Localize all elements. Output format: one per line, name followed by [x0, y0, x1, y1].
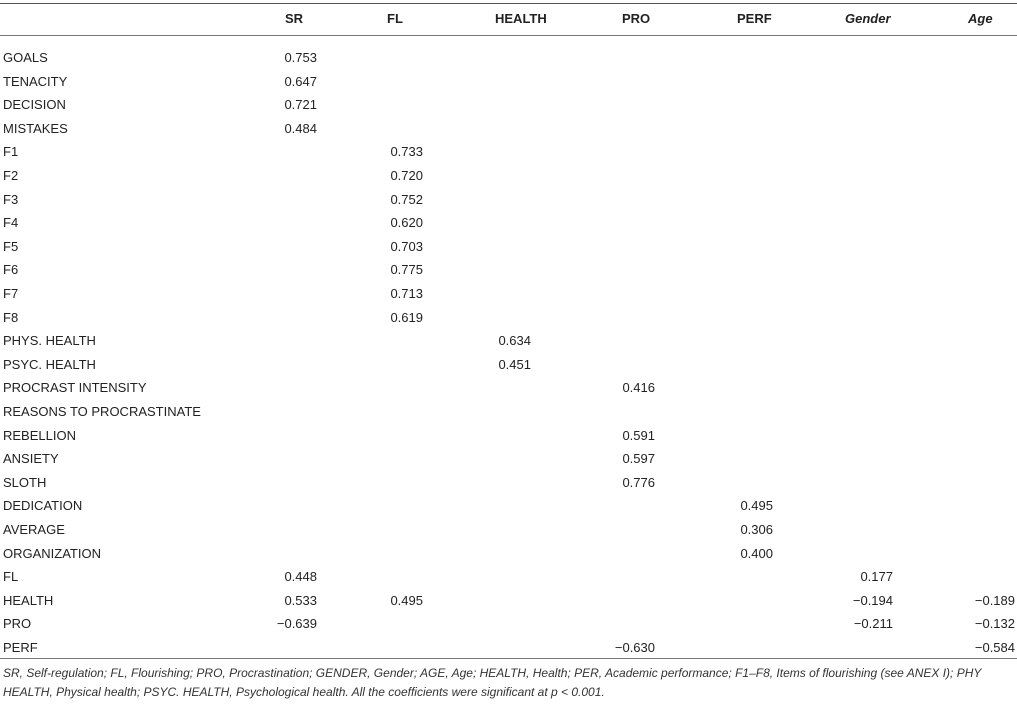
row-label: AVERAGE: [3, 522, 65, 537]
row-label: SLOTH: [3, 474, 47, 490]
header-fl: FL: [387, 11, 403, 26]
row-label: ORGANIZATION: [3, 545, 101, 561]
table-row: HEALTH 0.533 0.495 −0.194 −0.189: [0, 589, 1017, 613]
cell-gender: −0.211: [853, 616, 893, 632]
row-label: F5: [3, 238, 19, 254]
table-row: FL 0.448 0.177: [0, 565, 1017, 589]
row-label: PRO: [3, 616, 32, 632]
table-row: DECISION 0.721: [0, 93, 1017, 117]
row-label: ANSIETY: [3, 451, 59, 467]
cell-pro: −0.630: [614, 640, 655, 655]
row-label: TENACITY: [3, 73, 68, 89]
cell-fl: 0.713: [390, 286, 423, 301]
row-label: REASONS TO PROCRASTINATE: [3, 404, 201, 419]
table-row: F1 0.733: [0, 140, 1017, 164]
row-label: DEDICATION: [3, 498, 83, 514]
cell-sr: 0.647: [284, 73, 317, 89]
row-label: PERF: [3, 640, 38, 655]
cell-perf: 0.400: [740, 545, 773, 561]
header-rule: [0, 35, 1017, 36]
header-pro: PRO: [622, 11, 651, 26]
row-label: F6: [3, 262, 19, 278]
table-bottom-rule: [0, 658, 1017, 659]
header-age: Age: [968, 11, 993, 26]
row-label: F8: [3, 309, 19, 325]
header-sr: SR: [285, 11, 304, 26]
row-label: PROCRAST INTENSITY: [3, 380, 147, 396]
row-label: GOALS: [3, 50, 48, 65]
cell-fl: 0.752: [390, 191, 423, 207]
table-row: PERF −0.630 −0.584: [0, 636, 1017, 660]
row-label: F3: [3, 191, 19, 207]
cell-age: −0.584: [974, 640, 1015, 655]
cell-sr: 0.721: [284, 97, 317, 113]
table-row: ORGANIZATION 0.400: [0, 542, 1017, 566]
cell-fl: 0.733: [390, 144, 423, 160]
cell-fl: 0.495: [390, 592, 423, 608]
cell-fl: 0.775: [390, 262, 423, 278]
cell-age: −0.132: [974, 616, 1015, 632]
table-row: ANSIETY 0.597: [0, 447, 1017, 471]
cell-sr: 0.448: [284, 569, 317, 585]
row-label: REBELLION: [3, 427, 76, 443]
cell-pro: 0.776: [622, 474, 655, 490]
cell-fl: 0.620: [390, 215, 423, 231]
header-health: HEALTH: [495, 11, 547, 26]
table-row: MISTAKES 0.484: [0, 117, 1017, 141]
cell-sr: −0.639: [276, 616, 317, 632]
cell-fl: 0.703: [390, 238, 423, 254]
cell-pro: 0.416: [622, 380, 655, 396]
cell-age: −0.189: [974, 592, 1015, 608]
table-row: GOALS 0.753: [0, 46, 1017, 70]
header-perf: PERF: [737, 11, 772, 26]
row-label: DECISION: [3, 97, 66, 113]
cell-sr: 0.484: [284, 120, 317, 136]
row-label: PHYS. HEALTH: [3, 333, 96, 349]
cell-pro: 0.591: [622, 427, 655, 443]
table-row: F8 0.619: [0, 306, 1017, 330]
table-row: AVERAGE 0.306: [0, 518, 1017, 542]
table-row: PSYC. HEALTH 0.451: [0, 353, 1017, 377]
cell-sr: 0.533: [284, 592, 317, 608]
cell-sr: 0.753: [284, 50, 317, 65]
table-row: F2 0.720: [0, 164, 1017, 188]
cell-gender: 0.177: [860, 569, 893, 585]
header-gender: Gender: [845, 11, 891, 26]
table-row: PROCRAST INTENSITY 0.416: [0, 376, 1017, 400]
table-row: F5 0.703: [0, 235, 1017, 259]
row-label: HEALTH: [3, 592, 54, 608]
table-row: DEDICATION 0.495: [0, 494, 1017, 518]
table-row: REASONS TO PROCRASTINATE: [0, 400, 1017, 424]
table-row: TENACITY 0.647: [0, 70, 1017, 94]
row-label: F4: [3, 215, 19, 231]
row-label: FL: [3, 569, 19, 585]
cell-fl: 0.619: [390, 309, 423, 325]
table-footnote: SR, Self-regulation; FL, Flourishing; PR…: [3, 666, 982, 699]
table-row: F3 0.752: [0, 188, 1017, 212]
cell-perf: 0.306: [740, 522, 773, 537]
table-row: F7 0.713: [0, 282, 1017, 306]
cell-health: 0.634: [498, 333, 531, 349]
table-row: F4 0.620: [0, 211, 1017, 235]
cell-pro: 0.597: [622, 451, 655, 467]
row-label: PSYC. HEALTH: [3, 356, 96, 372]
table-top-rule: [0, 3, 1017, 4]
table-row: SLOTH 0.776: [0, 471, 1017, 495]
row-label: F2: [3, 168, 19, 183]
cell-fl: 0.720: [390, 168, 423, 183]
table-row: PHYS. HEALTH 0.634: [0, 329, 1017, 353]
cell-gender: −0.194: [852, 592, 893, 608]
table-row: F6 0.775: [0, 258, 1017, 282]
table-row: REBELLION 0.591: [0, 424, 1017, 448]
row-label: MISTAKES: [3, 120, 68, 136]
row-label: F7: [3, 286, 19, 301]
cell-health: 0.451: [498, 356, 531, 372]
row-label: F1: [3, 144, 19, 160]
table-row: PRO −0.639 −0.211 −0.132: [0, 612, 1017, 636]
cell-perf: 0.495: [740, 498, 773, 514]
